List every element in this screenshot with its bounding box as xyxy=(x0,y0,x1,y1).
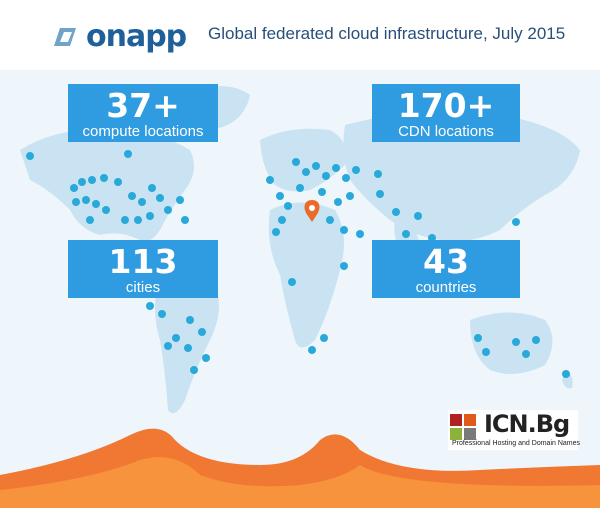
location-pin xyxy=(156,194,164,202)
highlight-location-pin xyxy=(304,200,320,222)
ribbon-graphic xyxy=(0,428,600,508)
location-pin xyxy=(334,198,342,206)
location-pin xyxy=(474,334,482,342)
location-pin xyxy=(414,212,422,220)
location-pin xyxy=(346,192,354,200)
location-pin xyxy=(278,216,286,224)
location-pin xyxy=(181,216,189,224)
location-pin xyxy=(292,158,300,166)
location-pin xyxy=(318,188,326,196)
stat-value: 37+ xyxy=(106,86,180,125)
stat-countries: 43 countries xyxy=(372,240,520,298)
partner-tagline: Professional Hosting and Domain Names xyxy=(452,440,581,447)
world-map xyxy=(0,70,600,508)
location-pin xyxy=(184,344,192,352)
page-title: Global federated cloud infrastructure, J… xyxy=(208,24,566,43)
location-pin xyxy=(121,216,129,224)
location-pin xyxy=(164,206,172,214)
location-pin xyxy=(134,216,142,224)
location-pin xyxy=(186,316,194,324)
header: onapp Global federated cloud infrastruct… xyxy=(0,0,600,70)
onapp-logo[interactable]: onapp xyxy=(50,18,187,54)
stat-compute-locations: 37+ compute locations xyxy=(68,84,218,142)
location-pin xyxy=(352,166,360,174)
location-pin xyxy=(532,336,540,344)
stat-value: 113 xyxy=(108,242,178,281)
location-pin xyxy=(340,262,348,270)
location-pin xyxy=(124,150,132,158)
location-pin xyxy=(198,328,206,336)
location-pin xyxy=(102,206,110,214)
location-pin xyxy=(284,202,292,210)
location-pin xyxy=(276,192,284,200)
location-pin xyxy=(164,342,172,350)
stat-label: CDN locations xyxy=(398,123,494,140)
location-pin xyxy=(146,302,154,310)
location-pin xyxy=(26,152,34,160)
location-pin xyxy=(320,334,328,342)
location-pin xyxy=(190,366,198,374)
location-pin xyxy=(296,184,304,192)
location-pin xyxy=(86,216,94,224)
location-pin xyxy=(332,164,340,172)
stat-label: cities xyxy=(125,279,161,296)
location-pin xyxy=(78,178,86,186)
location-pin xyxy=(172,334,180,342)
location-pin xyxy=(148,184,156,192)
location-pin xyxy=(82,196,90,204)
location-pin xyxy=(322,172,330,180)
stat-cdn-locations: 170+ CDN locations xyxy=(372,84,520,142)
location-pin xyxy=(158,310,166,318)
location-pin xyxy=(272,228,280,236)
location-pin xyxy=(482,348,490,356)
location-pin xyxy=(340,226,348,234)
stat-value: 170+ xyxy=(397,86,495,125)
world-map-graphic xyxy=(20,86,580,414)
location-pin xyxy=(562,370,570,378)
location-pin xyxy=(402,230,410,238)
location-pin xyxy=(88,176,96,184)
partner-name: ICN.Bg xyxy=(484,410,570,438)
stat-cities: 113 cities xyxy=(68,240,218,298)
location-pin xyxy=(312,162,320,170)
location-pin xyxy=(72,198,80,206)
location-pin xyxy=(92,200,100,208)
location-pin xyxy=(266,176,274,184)
location-pin xyxy=(392,208,400,216)
stat-label: compute locations xyxy=(82,123,204,140)
location-pin xyxy=(302,168,310,176)
location-pin xyxy=(512,338,520,346)
location-pin xyxy=(342,174,350,182)
onapp-logo-icon xyxy=(54,28,76,46)
location-pin xyxy=(308,346,316,354)
location-pin xyxy=(70,184,78,192)
location-pin xyxy=(376,190,384,198)
location-pin xyxy=(176,196,184,204)
location-pin xyxy=(522,350,530,358)
partner-logo-icon xyxy=(450,414,478,442)
location-pin xyxy=(146,212,154,220)
location-pin xyxy=(202,354,210,362)
partner-logo[interactable]: ICN.Bg Professional Hosting and Domain N… xyxy=(448,410,581,450)
location-pin xyxy=(128,192,136,200)
location-pin xyxy=(288,278,296,286)
brand-name: onapp xyxy=(86,18,187,54)
stat-label: countries xyxy=(415,279,477,296)
location-pin xyxy=(326,216,334,224)
location-pin xyxy=(356,230,364,238)
location-pin xyxy=(512,218,520,226)
location-pin xyxy=(100,174,108,182)
location-pin xyxy=(138,198,146,206)
location-pin xyxy=(374,170,382,178)
location-pin xyxy=(114,178,122,186)
stat-value: 43 xyxy=(423,242,469,281)
